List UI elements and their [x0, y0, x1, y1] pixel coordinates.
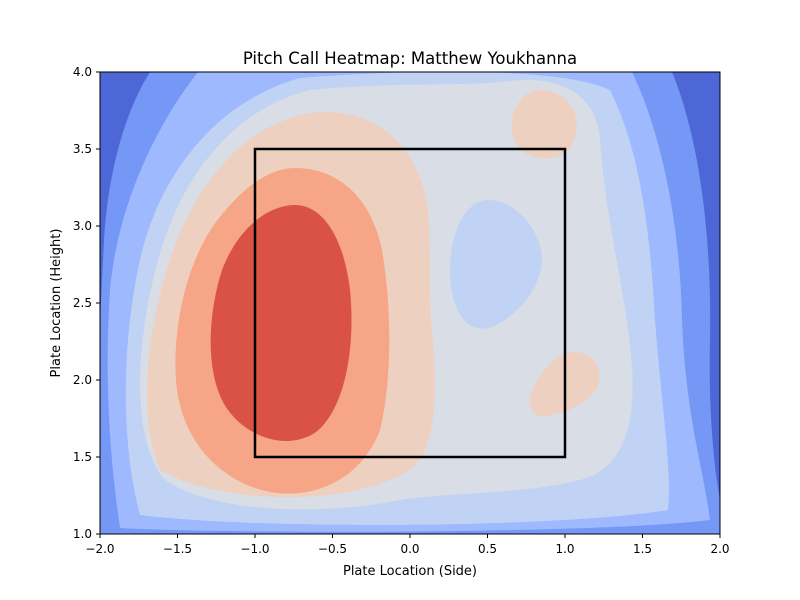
x-tick-label: 1.0 — [555, 542, 574, 556]
x-tick-label: −1.5 — [163, 542, 192, 556]
y-tick-label: 1.0 — [73, 527, 92, 541]
x-axis: −2.0 −1.5 −1.0 −0.5 0.0 0.5 1.0 1.5 2.0 — [85, 534, 730, 556]
y-tick-label: 3.0 — [73, 219, 92, 233]
y-axis: 1.0 1.5 2.0 2.5 3.0 3.5 4.0 — [73, 65, 100, 541]
x-tick-label: 0.0 — [400, 542, 419, 556]
x-tick-label: 0.5 — [478, 542, 497, 556]
x-tick-label: −2.0 — [85, 542, 114, 556]
plot-area — [100, 72, 720, 534]
x-tick-label: 2.0 — [710, 542, 729, 556]
contour-hotspot-top — [511, 90, 577, 159]
y-tick-label: 2.0 — [73, 373, 92, 387]
contour-cool-pocket — [449, 200, 543, 329]
x-tick-label: −0.5 — [318, 542, 347, 556]
y-tick-label: 3.5 — [73, 142, 92, 156]
chart-title: Pitch Call Heatmap: Matthew Youkhanna — [243, 49, 577, 68]
x-tick-label: −1.0 — [240, 542, 269, 556]
y-axis-label: Plate Location (Height) — [49, 229, 64, 378]
contour-level-7 — [210, 205, 352, 441]
strike-zone — [253, 147, 567, 459]
y-tick-label: 2.5 — [73, 296, 92, 310]
x-axis-label: Plate Location (Side) — [343, 564, 477, 579]
y-tick-label: 4.0 — [73, 65, 92, 79]
x-tick-label: 1.5 — [633, 542, 652, 556]
y-tick-label: 1.5 — [73, 450, 92, 464]
